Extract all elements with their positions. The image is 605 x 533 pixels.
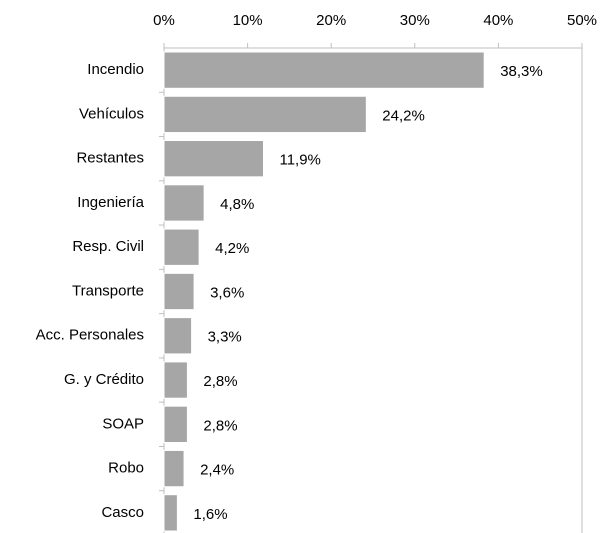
y-tick-label: Transporte <box>72 282 144 299</box>
x-tick-label: 40% <box>483 12 513 29</box>
x-tick-label: 30% <box>400 12 430 29</box>
data-label: 2,8% <box>203 373 237 390</box>
data-label: 4,8% <box>220 196 254 213</box>
y-tick-label: Robo <box>108 460 144 477</box>
bar <box>163 405 188 443</box>
y-tick-label: Incendio <box>87 61 144 78</box>
data-label: 1,6% <box>193 506 227 523</box>
bar <box>163 272 195 311</box>
y-tick-label: Restantes <box>76 150 144 167</box>
bar <box>163 317 193 355</box>
bar <box>163 184 205 222</box>
y-tick-label: Resp. Civil <box>72 238 144 255</box>
bar <box>163 361 188 399</box>
bar <box>163 494 178 532</box>
y-tick-label: G. y Crédito <box>64 371 144 388</box>
x-tick-label: 10% <box>233 12 263 29</box>
data-label: 2,4% <box>200 462 234 479</box>
y-tick-label: SOAP <box>102 415 144 432</box>
data-label: 2,8% <box>203 417 237 434</box>
bar <box>163 95 367 134</box>
bar <box>163 51 485 89</box>
x-tick-label: 0% <box>153 12 175 29</box>
x-tick-label: 20% <box>316 12 346 29</box>
y-tick-label: Vehículos <box>79 105 144 122</box>
data-label: 3,3% <box>208 329 242 346</box>
data-label: 38,3% <box>500 63 543 80</box>
data-label: 3,6% <box>210 284 244 301</box>
y-tick-label: Ingeniería <box>77 194 144 211</box>
data-label: 4,2% <box>215 240 249 257</box>
y-tick-label: Acc. Personales <box>36 327 144 344</box>
data-label: 24,2% <box>382 107 425 124</box>
bar <box>163 140 264 178</box>
x-tick-label: 50% <box>567 12 597 29</box>
data-label: 11,9% <box>279 152 320 169</box>
bar <box>163 449 185 488</box>
y-tick-label: Casco <box>101 504 144 521</box>
bar <box>163 228 200 266</box>
